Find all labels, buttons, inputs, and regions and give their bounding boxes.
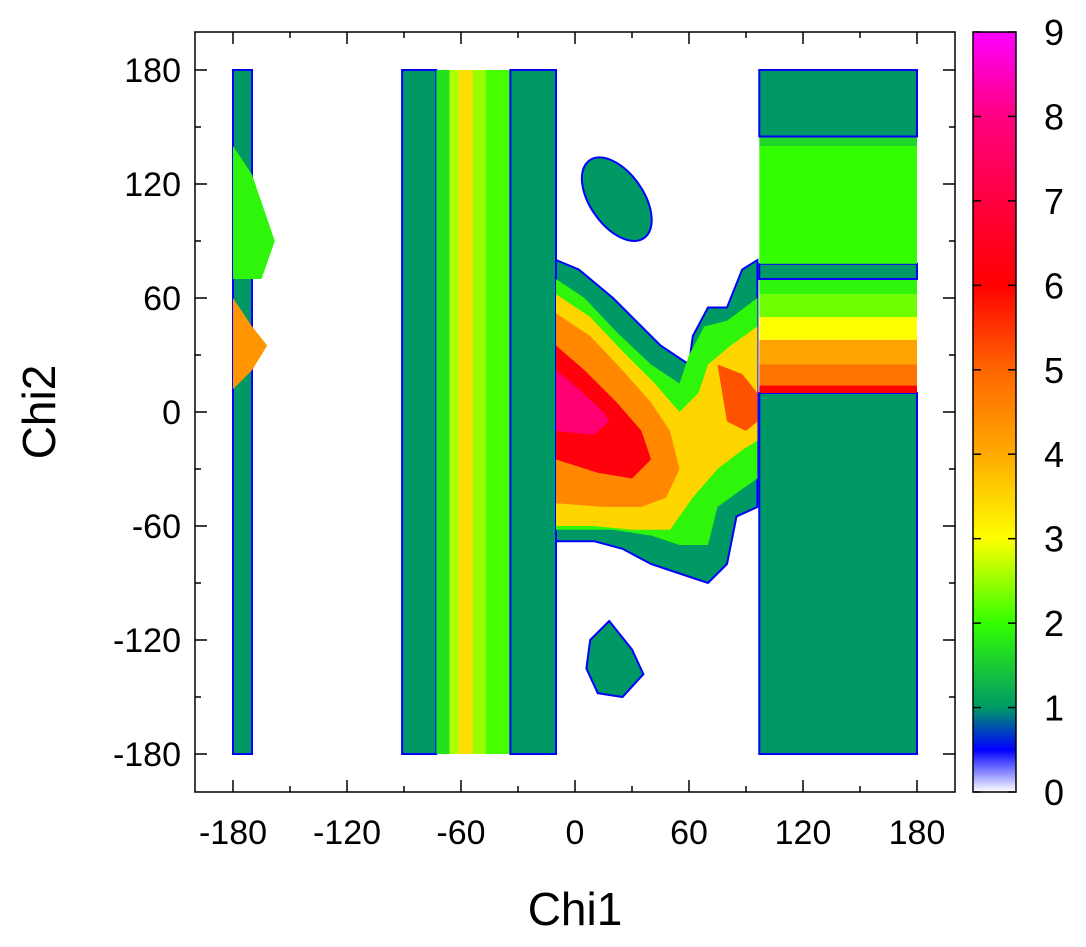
heatmap-region-band-y-20 (759, 364, 917, 386)
x-axis-label: Chi1 (528, 883, 623, 935)
heatmap-region-band-x-175-top (233, 146, 275, 279)
x-tick-label: -120 (313, 814, 381, 852)
x-tick-label: 120 (775, 814, 832, 852)
colorbar-tick-label: 7 (1044, 181, 1064, 222)
heatmap-region-band-y-110 (759, 146, 917, 264)
heatmap-region-band-y-bottom (758, 392, 918, 755)
colorbar (972, 31, 1017, 793)
colorbar-tick-label: 8 (1044, 96, 1064, 137)
y-tick-label: 120 (124, 166, 181, 204)
colorbar-tick-label: 2 (1044, 603, 1064, 644)
heatmap-region-right-patch-red (717, 364, 758, 431)
heatmap-region-band-x-62 (449, 70, 460, 754)
colorbar-tick-label: 1 (1044, 688, 1064, 729)
colorbar-tick-label: 3 (1044, 519, 1064, 560)
heatmap-region-band-y-66 (759, 279, 917, 295)
x-tick-label: 0 (566, 814, 585, 852)
colorbar-tick-label: 9 (1044, 12, 1064, 53)
heatmap-region-band-x-175-mid (233, 298, 268, 390)
heatmap-region-band-y-45 (759, 317, 917, 340)
heatmap-region-band-x-40 (485, 70, 511, 754)
heatmap-region-band-x-22 (509, 69, 557, 755)
colorbar-ticks: 0 1 2 3 4 5 6 7 8 9 (973, 12, 1064, 813)
y-tick-label: 60 (143, 280, 181, 318)
colorbar-tick-label: 0 (1044, 772, 1064, 813)
heatmap-region-band-y-58 (759, 294, 917, 317)
x-tick-label: 60 (670, 814, 708, 852)
colorbar-tick-label: 6 (1044, 265, 1064, 306)
heatmap-region-band-y-143 (759, 136, 917, 146)
colorbar-tick-label: 4 (1044, 434, 1064, 475)
heatmap-region-band-y-32 (759, 339, 917, 365)
heatmap-region-island-upper (580, 156, 653, 242)
heatmap-region-band-x-88 (401, 69, 438, 755)
x-tick-label: 180 (889, 814, 946, 852)
y-tick-label: -180 (113, 736, 181, 774)
heatmap-region-band-x-58 (459, 70, 473, 754)
x-tick-label: -180 (199, 814, 267, 852)
y-tick-label: 0 (162, 394, 181, 432)
heatmap-region-band-y-10 (759, 385, 917, 393)
y-tick-label: -60 (132, 508, 181, 546)
y-tick-label: 180 (124, 52, 181, 90)
x-tick-label: -60 (436, 814, 485, 852)
heatmap-region-central-pink (556, 370, 610, 435)
heatmap-region-band-y-162 (758, 69, 918, 138)
heatmap-region-band-x-50 (472, 70, 486, 754)
y-axis-label: Chi2 (13, 365, 65, 460)
colorbar-tick-label: 5 (1044, 350, 1064, 391)
heatmap-region-island-lower (585, 619, 645, 699)
axis-ticks: -180 -120 -60 0 60 120 180 -180 -120 -60 0 60 120 180 (113, 32, 955, 852)
heatmap-region-band-x-68 (436, 70, 450, 754)
heatmap-regions (232, 69, 918, 755)
heatmap-region-band-y-77 (758, 262, 918, 280)
y-tick-label: -120 (113, 622, 181, 660)
